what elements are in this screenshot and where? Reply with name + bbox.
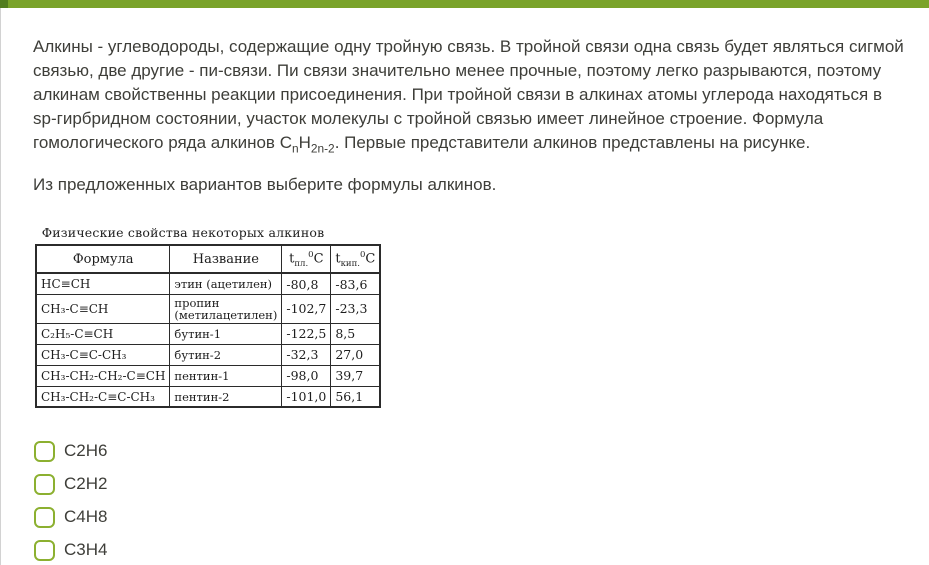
checkbox-icon[interactable] — [34, 539, 55, 561]
table-row: CH₃-C≡C-CH₃ бутин-2 -32,3 27,0 — [35, 343, 381, 366]
formula-c-sub: n — [291, 141, 299, 156]
checkbox-icon[interactable] — [34, 473, 55, 495]
top-bar — [0, 0, 929, 8]
table-header-row: Формула Название tпл.0C tкип.0C — [35, 244, 381, 275]
question-text: Из предложенных вариантов выберите форму… — [33, 175, 497, 195]
cell-name: пентин-2 — [169, 385, 283, 408]
formula-h-sub: 2n-2 — [310, 141, 335, 156]
top-bar-accent — [0, 0, 8, 8]
answer-option-c4h8[interactable]: C4H8 — [34, 506, 107, 528]
intro-text-before: Алкины - углеводороды, содержащие одну т… — [33, 37, 904, 152]
answer-option-c2h6[interactable]: C2H6 — [34, 440, 107, 462]
table-row: HC≡CH этин (ацетилен) -80,8 -83,6 — [35, 272, 381, 295]
cell-formula: CH₃-CH₂-CH₂-C≡CH — [35, 364, 171, 387]
figure-title: Физические свойства некоторых алкинов — [41, 225, 325, 241]
quiz-task-page: Алкины - углеводороды, содержащие одну т… — [0, 8, 929, 565]
alkynes-properties-table: Формула Название tпл.0C tкип.0C HC≡CH эти… — [35, 244, 382, 409]
cell-formula: HC≡CH — [35, 272, 171, 295]
cell-melting-point: -98,0 — [281, 364, 332, 387]
intro-text-after: . Первые представители алкинов представл… — [334, 133, 811, 152]
checkbox-icon[interactable] — [34, 506, 55, 528]
cell-boiling-point: -23,3 — [330, 293, 381, 324]
table-body: HC≡CH этин (ацетилен) -80,8 -83,6 CH₃-C≡CH пр… — [35, 272, 381, 408]
col-header-melting-point: tпл.0C — [281, 244, 332, 275]
cell-melting-point: -32,3 — [281, 343, 332, 366]
option-label: C4H8 — [64, 507, 108, 527]
formula-h: H — [298, 133, 311, 152]
option-label: C3H4 — [64, 540, 108, 560]
option-label: C2H2 — [64, 474, 108, 494]
intro-paragraph: Алкины - углеводороды, содержащие одну т… — [33, 35, 905, 160]
answer-option-c3h4[interactable]: C3H4 — [34, 539, 107, 561]
table-row: CH₃-CH₂-CH₂-C≡CH пентин-1 -98,0 39,7 — [35, 364, 381, 387]
option-label: C2H6 — [64, 441, 108, 461]
cell-name: пропин (метилацетилен) — [169, 293, 283, 324]
cell-name: этин (ацетилен) — [169, 272, 283, 295]
col-header-name: Название — [169, 244, 283, 275]
cell-melting-point: -102,7 — [281, 293, 332, 324]
cell-formula: CH₃-CH₂-C≡C-CH₃ — [35, 385, 171, 408]
cell-formula: CH₃-C≡C-CH₃ — [35, 343, 171, 366]
col-header-boiling-point: tкип.0C — [330, 244, 381, 275]
cell-melting-point: -122,5 — [281, 322, 332, 345]
checkbox-icon[interactable] — [34, 440, 55, 462]
cell-boiling-point: 27,0 — [330, 343, 381, 366]
answer-option-c2h2[interactable]: C2H2 — [34, 473, 107, 495]
cell-name: бутин-2 — [169, 343, 283, 366]
cell-melting-point: -80,8 — [281, 272, 332, 295]
cell-melting-point: -101,0 — [281, 385, 332, 408]
answer-options: C2H6 C2H2 C4H8 C3H4 — [34, 440, 905, 561]
cell-name: пентин-1 — [169, 364, 283, 387]
table-row: CH₃-CH₂-C≡C-CH₃ пентин-2 -101,0 56,1 — [35, 385, 381, 408]
table-row: CH₃-C≡CH пропин (метилацетилен) -102,7 -23,… — [35, 293, 381, 324]
cell-name: бутин-1 — [169, 322, 283, 345]
formula-c: C — [279, 133, 292, 152]
homologous-series-formula: CnH2n-2 — [279, 133, 335, 156]
cell-formula: C₂H₅-C≡CH — [35, 322, 171, 345]
cell-boiling-point: 8,5 — [330, 322, 381, 345]
cell-formula: CH₃-C≡CH — [35, 293, 171, 324]
table-row: C₂H₅-C≡CH бутин-1 -122,5 8,5 — [35, 322, 381, 345]
cell-boiling-point: 56,1 — [330, 385, 381, 408]
alkynes-figure: Физические свойства некоторых алкинов Фо… — [35, 225, 382, 409]
cell-boiling-point: 39,7 — [330, 364, 381, 387]
cell-boiling-point: -83,6 — [330, 272, 381, 295]
col-header-formula: Формула — [35, 244, 171, 275]
